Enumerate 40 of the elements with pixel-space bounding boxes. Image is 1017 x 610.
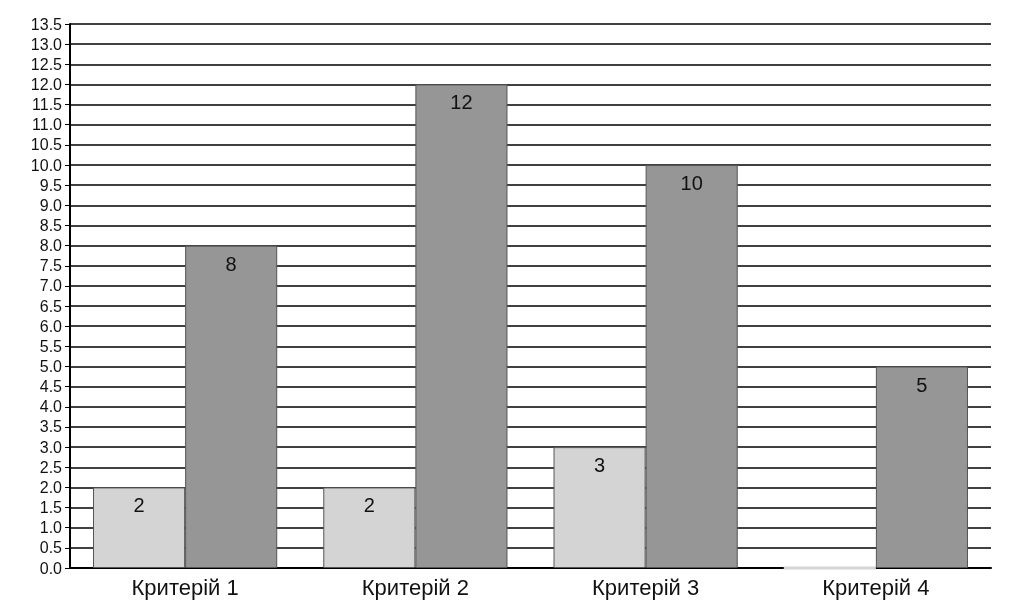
y-tick-label: 2.0 [39, 478, 63, 496]
y-tick-label: 12.5 [30, 55, 63, 73]
y-tick-label: 1.0 [39, 519, 63, 537]
y-tick-label: 12.0 [30, 75, 63, 93]
data-label: 3 [594, 454, 606, 477]
x-tick-label: Критерій 3 [592, 574, 700, 600]
y-tick-label: 4.5 [39, 378, 63, 396]
y-tick-label: 10.0 [30, 156, 63, 174]
x-tick-label: Критерій 2 [361, 574, 469, 600]
y-tick-label: 5.0 [39, 358, 63, 376]
y-tick-label: 7.0 [39, 277, 63, 295]
y-tick-label: 0.5 [39, 539, 63, 557]
y-tick-label: 5.5 [39, 337, 63, 355]
y-tick-label: 6.5 [39, 297, 63, 315]
y-tick-label: 9.0 [39, 196, 63, 214]
data-label: 10 [680, 172, 703, 195]
y-tick-label: 3.0 [39, 438, 63, 456]
y-tick-label: 8.5 [39, 216, 63, 234]
x-tick-label: Критерій 1 [131, 574, 239, 600]
data-label: 5 [916, 373, 928, 396]
y-tick-label: 10.5 [30, 136, 63, 154]
y-tick-label: 13.0 [30, 35, 63, 53]
y-tick-label: 0.0 [39, 559, 63, 577]
y-tick-label: 3.5 [39, 418, 63, 436]
data-label: 12 [450, 91, 473, 114]
y-tick-label: 8.0 [39, 237, 63, 255]
bar [875, 366, 968, 568]
y-tick-label: 11.5 [32, 96, 63, 114]
data-label: 8 [225, 252, 237, 275]
x-tick-label: Критерій 4 [822, 574, 930, 600]
y-tick-label: 1.5 [39, 499, 63, 517]
y-tick-label: 2.5 [39, 458, 63, 476]
data-label: 2 [363, 494, 375, 517]
y-tick-label: 6.0 [39, 317, 63, 335]
y-tick-label: 7.5 [39, 257, 63, 275]
y-tick-label: 11.0 [32, 116, 63, 134]
data-label: 2 [133, 494, 145, 517]
y-tick-label: 4.0 [39, 398, 63, 416]
y-tick-label: 13.5 [30, 15, 63, 33]
y-tick-label: 9.5 [39, 176, 63, 194]
